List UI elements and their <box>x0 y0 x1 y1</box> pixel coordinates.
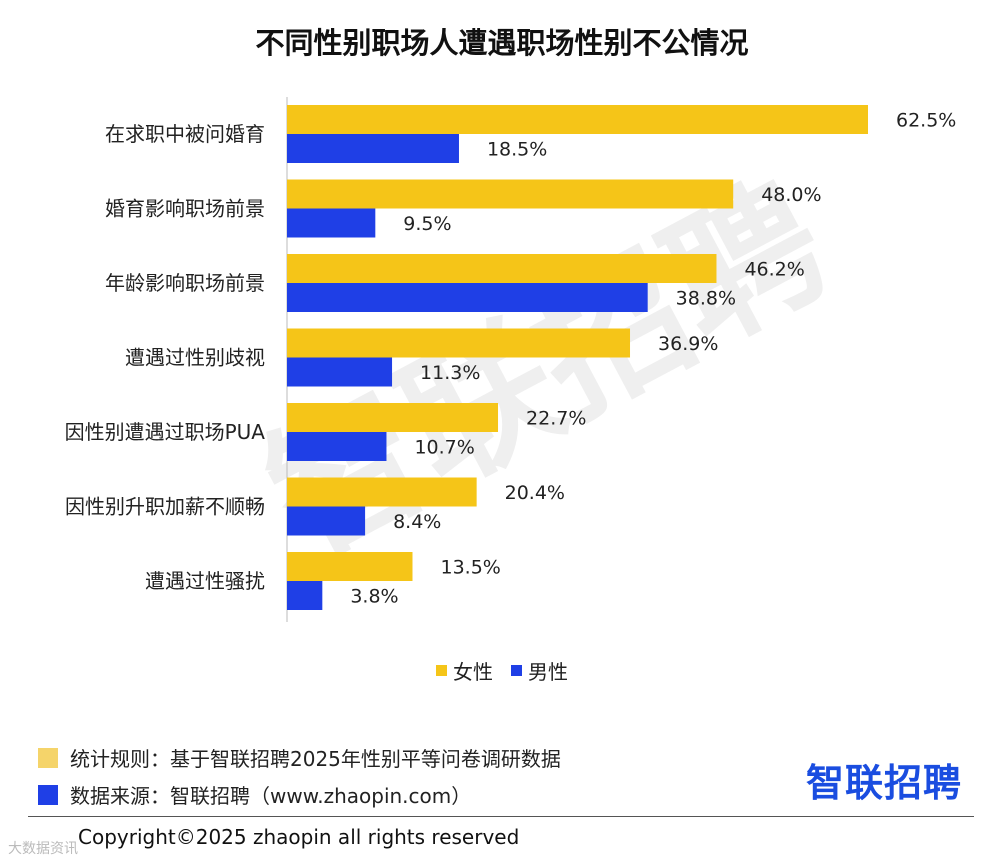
value-label-female: 48.0% <box>761 184 821 206</box>
value-label-male: 10.7% <box>414 437 474 459</box>
value-label-female: 36.9% <box>658 333 718 355</box>
value-label-male: 38.8% <box>676 288 736 310</box>
value-label-female: 13.5% <box>440 557 500 579</box>
value-label-male: 11.3% <box>420 362 480 384</box>
bar-female <box>287 328 631 358</box>
data-source-note: 数据来源：智联招聘（www.zhaopin.com） <box>38 780 471 809</box>
bar-female <box>287 403 499 432</box>
value-label-female: 20.4% <box>505 482 565 504</box>
bar-male <box>287 506 366 536</box>
bar-female <box>287 552 413 581</box>
footer-divider <box>28 816 974 817</box>
legend-swatch-female <box>436 665 447 676</box>
note-square-blue <box>38 784 58 805</box>
category-label: 在求职中被问婚育 <box>105 122 265 146</box>
value-label-female: 46.2% <box>744 259 804 281</box>
bar-female <box>287 105 868 134</box>
legend-item-male: 男性 <box>511 656 568 685</box>
category-label: 遭遇过性别歧视 <box>125 346 265 370</box>
copyright-text: Copyright©2025 zhaopin all rights reserv… <box>78 825 520 849</box>
value-label-male: 8.4% <box>393 511 441 533</box>
category-label: 婚育影响职场前景 <box>105 197 265 221</box>
value-label-female: 62.5% <box>896 110 956 132</box>
category-label: 因性别升职加薪不顺畅 <box>65 495 265 519</box>
value-label-male: 9.5% <box>403 213 451 235</box>
value-label-male: 18.5% <box>487 139 547 161</box>
bar-male <box>287 134 459 163</box>
chart-title: 不同性别职场人遭遇职场性别不公情况 <box>255 26 749 60</box>
bar-male <box>287 357 393 387</box>
bar-chart: 在求职中被问婚育 62.5% 18.5% 婚育影响职场前景 48.0% 9.5% 年龄影响职… <box>65 97 956 622</box>
bar-male <box>287 432 387 461</box>
legend-swatch-male <box>511 665 522 676</box>
note-square-yellow <box>38 747 58 768</box>
value-label-male: 3.8% <box>350 586 398 608</box>
category-label: 遭遇过性骚扰 <box>145 569 265 593</box>
bar-female <box>287 179 734 209</box>
legend-label-male: 男性 <box>528 660 568 684</box>
bar-male <box>287 208 376 238</box>
bar-male <box>287 283 648 312</box>
statistics-rule-note: 统计规则：基于智联招聘2025年性别平等问卷调研数据 <box>38 743 561 772</box>
value-label-female: 22.7% <box>526 408 586 430</box>
bar-female <box>287 477 477 507</box>
legend: 女性 男性 <box>0 656 1004 685</box>
category-label: 年龄影响职场前景 <box>105 271 265 295</box>
bar-male <box>287 581 323 610</box>
bar-female <box>287 254 717 283</box>
brand-logo: 智联招聘 <box>806 761 963 805</box>
legend-label-female: 女性 <box>453 660 493 684</box>
corner-watermark: 大数据资讯 <box>8 841 78 857</box>
statistics-rule-text: 统计规则：基于智联招聘2025年性别平等问卷调研数据 <box>70 747 561 771</box>
category-label: 因性别遭遇过职场PUA <box>65 420 266 444</box>
data-source-text: 数据来源：智联招聘（www.zhaopin.com） <box>70 784 472 808</box>
legend-item-female: 女性 <box>436 656 493 685</box>
